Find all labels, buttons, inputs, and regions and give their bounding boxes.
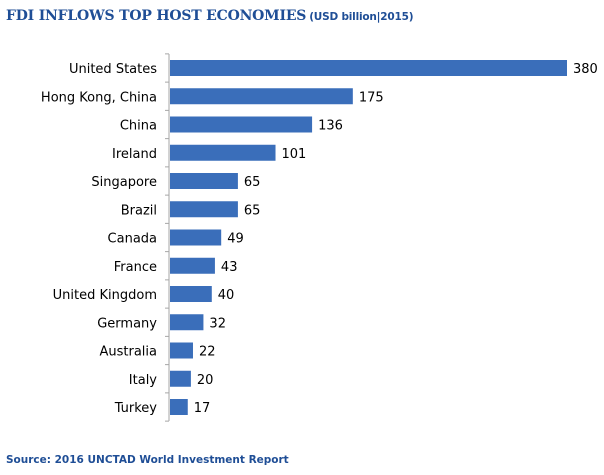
bar-united-states [170,60,567,76]
category-label: Canada [108,232,157,247]
value-label: 49 [227,232,244,247]
value-label: 43 [221,260,238,275]
category-label: Germany [97,316,157,331]
category-label: United Kingdom [53,288,157,303]
value-label: 65 [244,175,261,190]
value-label: 65 [244,203,261,218]
category-label: Singapore [91,175,157,190]
bar-ireland [170,144,276,161]
value-label: 175 [359,90,384,105]
bar-germany [170,314,204,331]
category-label: China [120,119,157,134]
category-label: Italy [129,373,158,388]
category-label: Australia [99,345,157,360]
value-label: 17 [194,401,211,416]
value-label: 136 [318,119,343,134]
chart-title-text: FDI INFLOWS TOP HOST ECONOMIES [6,8,307,24]
category-label: Ireland [112,147,157,162]
value-label: 380 [573,62,598,77]
value-label: 101 [282,147,307,162]
value-label: 32 [209,316,226,331]
bar-hong-kong-china [170,88,353,105]
bar-united-kingdom [170,286,212,302]
bar-china [170,116,313,133]
bar-australia [170,342,193,359]
bar-brazil [170,201,238,218]
bar-canada [170,229,222,246]
category-label: France [114,260,157,275]
value-label: 40 [218,288,235,303]
source-note: Source: 2016 UNCTAD World Investment Rep… [6,454,289,466]
bar-italy [170,370,191,387]
value-label: 22 [199,345,216,360]
category-label: Brazil [121,203,157,218]
category-label: Hong Kong, China [41,90,157,105]
category-label: Turkey [114,401,158,416]
chart-subtitle: (USD billion|2015) [309,11,414,23]
bar-turkey [170,399,188,415]
bar-singapore [170,173,238,189]
category-label: United States [69,62,157,77]
value-label: 20 [197,373,214,388]
chart-title: FDI INFLOWS TOP HOST ECONOMIES (USD billi… [6,8,414,24]
bar-france [170,257,215,274]
